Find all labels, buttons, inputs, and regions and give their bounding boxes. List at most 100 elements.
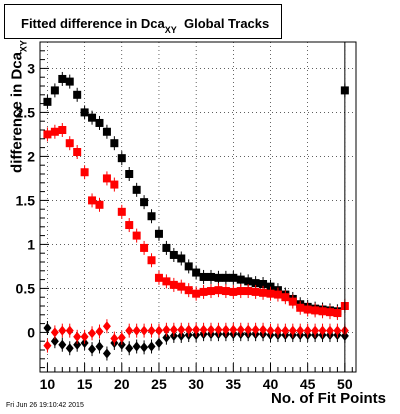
- data-point: [50, 327, 59, 338]
- series-layer: [43, 42, 349, 372]
- data-point: [281, 293, 290, 302]
- ylabel-main: difference in Dca: [8, 52, 26, 173]
- data-point: [184, 286, 193, 295]
- data-point: [184, 324, 193, 335]
- data-point: [50, 336, 59, 347]
- data-point: [117, 332, 126, 343]
- title-suffix: Global Tracks: [176, 16, 270, 31]
- data-point: [132, 185, 141, 194]
- data-point: [147, 212, 156, 221]
- data-point: [80, 168, 89, 177]
- x-tick-label: 25: [151, 376, 167, 392]
- data-point: [65, 77, 74, 86]
- data-point: [281, 325, 290, 336]
- data-point: [162, 332, 171, 343]
- data-point: [147, 325, 156, 336]
- data-point: [58, 325, 67, 336]
- axis-ticks: 10 15 20 25 30 35 40 45 50 0 0.5 1 1.5 2 2.5 3: [16, 41, 353, 392]
- data-point: [95, 326, 104, 337]
- data-point: [95, 118, 104, 127]
- data-point: [177, 254, 186, 263]
- data-point: [177, 324, 186, 335]
- data-point: [192, 268, 201, 277]
- data-point: [333, 309, 342, 318]
- data-point: [207, 272, 216, 281]
- data-point: [117, 339, 126, 350]
- data-point: [95, 341, 104, 352]
- data-point: [199, 272, 208, 281]
- data-point: [311, 306, 320, 315]
- data-point: [117, 154, 126, 163]
- data-point: [125, 170, 134, 178]
- series-0: [43, 71, 349, 319]
- data-point: [132, 341, 141, 352]
- data-point: [102, 348, 111, 359]
- data-point: [229, 324, 238, 335]
- data-point: [88, 344, 97, 355]
- x-axis-label: No. of Fit Points: [271, 390, 386, 407]
- data-point: [325, 308, 334, 317]
- data-point: [125, 325, 134, 336]
- x-tick-label: 35: [226, 376, 242, 392]
- series-3: [43, 319, 349, 353]
- data-point: [110, 139, 119, 148]
- timestamp: Fri Jun 26 19:10:42 2015: [6, 402, 84, 409]
- data-point: [58, 339, 67, 350]
- data-point: [43, 340, 52, 351]
- data-point: [221, 324, 230, 335]
- data-point: [221, 273, 230, 282]
- data-point: [325, 325, 334, 336]
- x-tick-label: 50: [337, 376, 353, 392]
- data-point: [117, 207, 126, 216]
- data-point: [318, 307, 327, 316]
- data-point: [214, 273, 223, 282]
- data-point: [88, 328, 97, 339]
- data-point: [102, 174, 111, 183]
- data-point: [162, 277, 171, 286]
- x-tick-label: 40: [263, 376, 279, 392]
- data-point: [102, 321, 111, 332]
- x-tick-label: 45: [300, 376, 316, 392]
- data-point: [169, 280, 178, 289]
- data-point: [296, 303, 305, 312]
- data-point: [311, 325, 320, 336]
- data-point: [288, 325, 297, 336]
- data-point: [221, 287, 230, 296]
- data-point: [199, 287, 208, 296]
- y-tick-label: 2: [27, 148, 35, 164]
- data-point: [318, 325, 327, 336]
- data-point: [132, 231, 141, 240]
- plot-frame: [39, 41, 357, 373]
- data-point: [140, 198, 149, 207]
- data-point: [266, 289, 275, 298]
- data-point: [259, 280, 268, 288]
- x-tick-label: 30: [188, 376, 204, 392]
- data-point: [169, 250, 178, 259]
- data-point: [58, 126, 67, 134]
- y-tick-label: 0: [27, 324, 35, 340]
- data-point: [95, 200, 104, 209]
- data-point: [192, 289, 201, 298]
- ylabel-subscript: XY: [18, 40, 29, 53]
- y-tick-label: 1.5: [16, 192, 36, 208]
- data-point: [147, 341, 156, 352]
- data-point: [140, 325, 149, 336]
- data-point: [125, 221, 134, 230]
- y-tick-label: 3: [27, 60, 35, 76]
- data-point: [162, 243, 171, 252]
- title-main: Fitted difference in Dca: [21, 16, 165, 31]
- data-point: [207, 287, 216, 296]
- data-point: [88, 113, 97, 122]
- chart-title-box: Fitted difference in DcaXY Global Tracks: [4, 4, 282, 39]
- data-point: [132, 325, 141, 336]
- data-point: [229, 273, 238, 282]
- data-point: [73, 90, 82, 99]
- grid: [40, 42, 356, 372]
- data-point: [140, 243, 149, 252]
- y-tick-label: 2.5: [16, 104, 36, 120]
- data-point: [43, 97, 52, 106]
- data-point: [266, 282, 275, 291]
- data-point: [229, 287, 238, 296]
- data-point: [65, 343, 74, 354]
- data-point: [125, 343, 134, 354]
